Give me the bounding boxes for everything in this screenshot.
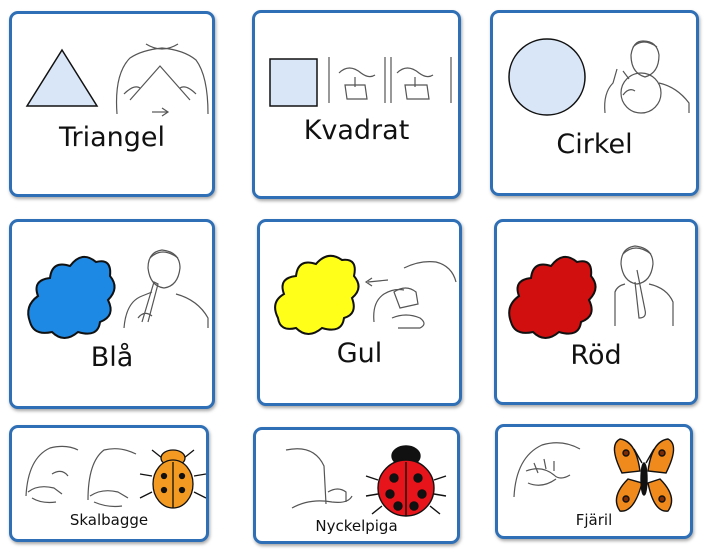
card-fjaril-art <box>513 438 675 512</box>
card-bla[interactable]: Blå <box>9 219 215 409</box>
card-bla-art <box>27 249 209 339</box>
sign-language-icon <box>328 57 452 103</box>
card-gul[interactable]: Gul <box>257 219 462 406</box>
sign-language-icon <box>123 249 209 329</box>
blue-blob-icon <box>27 255 116 339</box>
card-kvadrat-art <box>269 57 452 107</box>
card-cirkel-art <box>508 38 690 116</box>
sign-language-icon <box>513 442 581 498</box>
sign-language-icon <box>285 448 353 509</box>
sign-language-icon <box>25 445 137 508</box>
card-rod-art <box>508 245 674 339</box>
card-triangel[interactable]: Triangel <box>9 11 215 197</box>
card-label: Gul <box>336 338 383 369</box>
circle-icon <box>508 38 586 116</box>
card-label: Kvadrat <box>303 115 410 146</box>
butterfly-icon <box>613 438 675 512</box>
card-nyckelpiga[interactable]: Nyckelpiga <box>253 427 460 544</box>
triangle-icon <box>25 48 99 107</box>
card-fjaril[interactable]: Fjäril <box>495 424 693 539</box>
card-skalbagge[interactable]: Skalbagge <box>9 425 209 542</box>
card-cirkel[interactable]: Cirkel <box>490 10 699 196</box>
sign-language-icon <box>364 261 457 329</box>
beetle-icon <box>139 449 206 509</box>
card-label: Nyckelpiga <box>315 517 398 535</box>
card-label: Cirkel <box>556 129 633 160</box>
sign-language-icon <box>614 245 674 326</box>
card-nyckelpiga-art <box>285 445 447 517</box>
card-label: Blå <box>90 342 134 373</box>
card-gul-art <box>274 254 457 335</box>
card-label: Fjäril <box>575 511 613 529</box>
red-blob-icon <box>508 255 597 339</box>
sign-language-icon <box>115 43 209 117</box>
card-triangel-art <box>25 43 209 117</box>
card-label: Skalbagge <box>69 511 149 529</box>
sign-language-icon <box>604 40 690 114</box>
card-kvadrat[interactable]: Kvadrat <box>252 10 461 199</box>
card-label: Triangel <box>58 122 166 153</box>
card-skalbagge-art <box>25 445 206 509</box>
card-label: Röd <box>570 340 622 371</box>
yellow-blob-icon <box>274 254 360 335</box>
square-icon <box>269 58 318 107</box>
ladybug-icon <box>365 445 447 517</box>
card-rod[interactable]: Röd <box>494 219 698 405</box>
